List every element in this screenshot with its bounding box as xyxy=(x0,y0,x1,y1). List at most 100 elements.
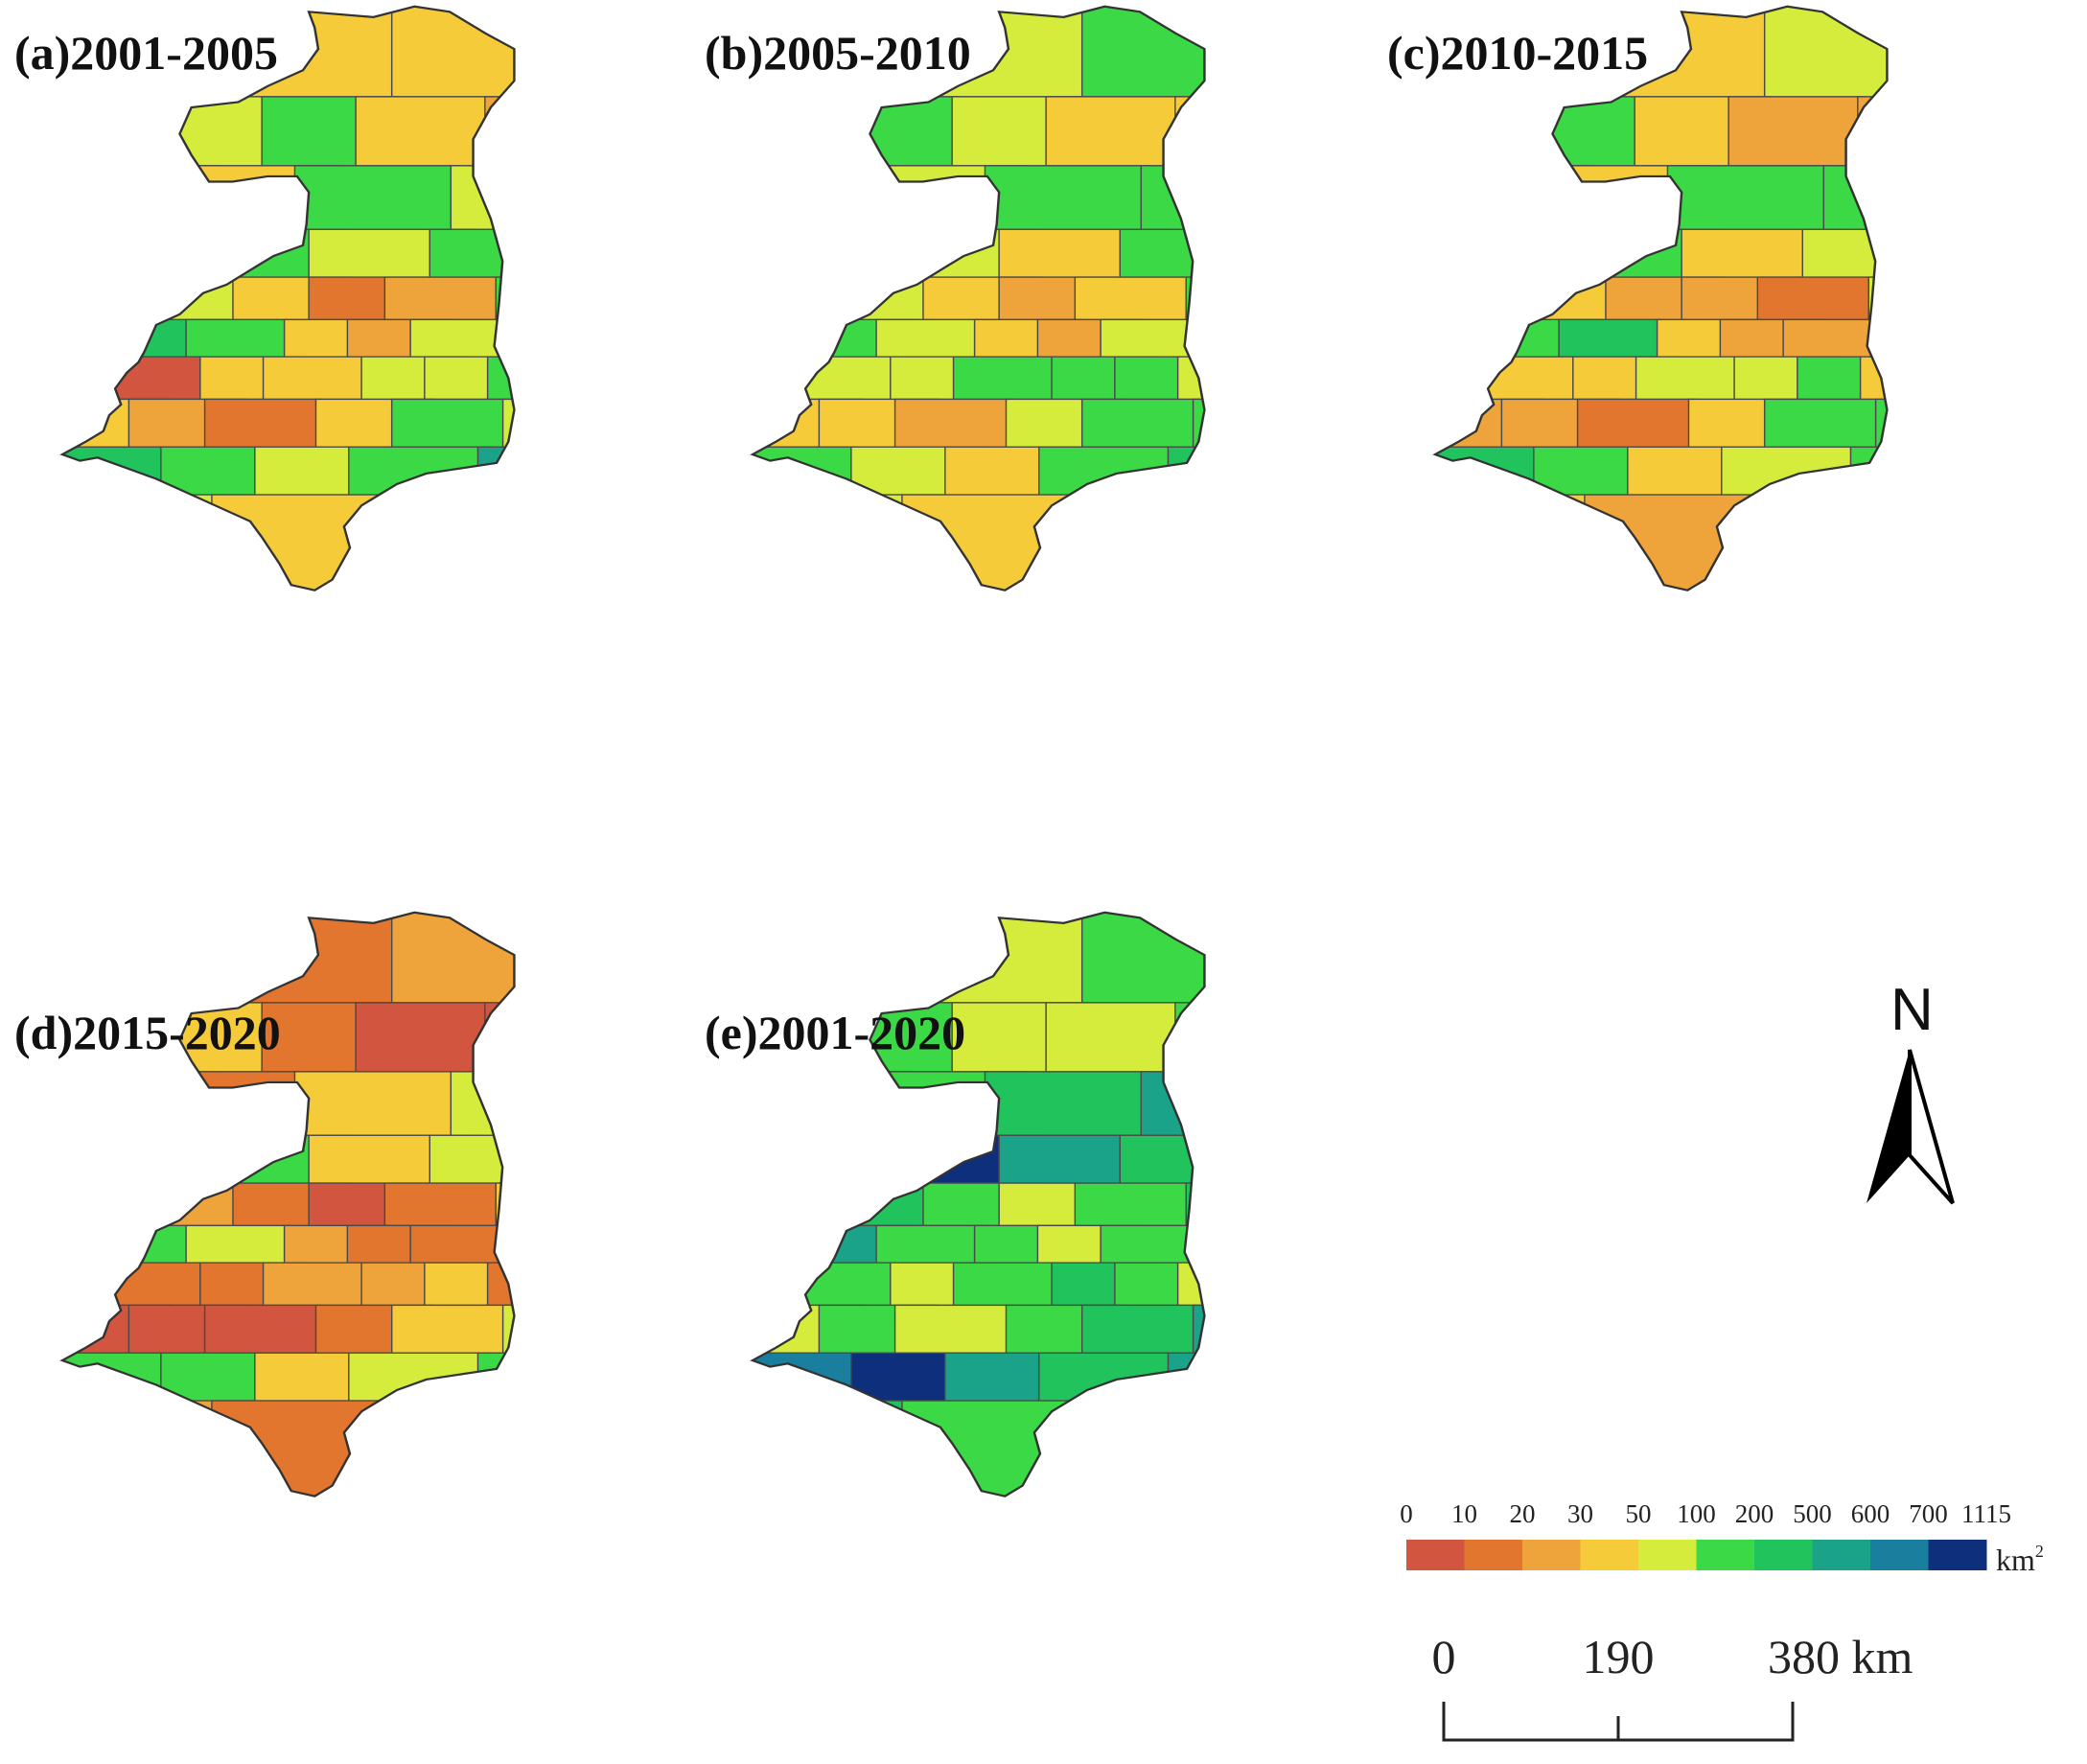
county-region xyxy=(1435,318,1504,358)
county-region xyxy=(409,1224,515,1264)
county-region xyxy=(262,1262,370,1307)
county-region xyxy=(1119,228,1205,278)
county-region xyxy=(753,446,859,496)
county-region xyxy=(1114,356,1205,401)
county-region xyxy=(1045,96,1183,167)
county-region xyxy=(893,1304,1014,1354)
county-region xyxy=(1435,494,1628,591)
province-outline xyxy=(59,5,516,592)
county-region xyxy=(390,912,515,1004)
county-region xyxy=(203,1304,324,1354)
county-region xyxy=(1167,1352,1205,1402)
county-region xyxy=(383,276,504,321)
legend-tick-label: 50 xyxy=(1626,1499,1652,1528)
scale-bar-label: 190 xyxy=(1583,1630,1655,1683)
county-region xyxy=(429,1134,515,1184)
county-region xyxy=(293,165,459,230)
county-region xyxy=(1174,1002,1205,1073)
county-region xyxy=(1192,1304,1205,1354)
county-region xyxy=(501,398,515,448)
scale-bar-label: 0 xyxy=(1432,1630,1456,1683)
legend-unit-superscript: 2 xyxy=(2035,1542,2044,1561)
legend-color-swatch xyxy=(1464,1540,1523,1570)
county-region xyxy=(1435,96,1549,167)
county-region xyxy=(1101,1400,1205,1497)
county-region xyxy=(507,318,515,358)
legend-color-swatch xyxy=(1754,1540,1813,1570)
county-region xyxy=(1822,165,1888,230)
county-region xyxy=(1174,96,1205,167)
county-region xyxy=(211,1400,421,1497)
county-region xyxy=(1728,96,1866,167)
county-region xyxy=(753,318,822,358)
county-region xyxy=(901,1400,1111,1497)
county-region xyxy=(62,1071,218,1136)
county-region xyxy=(185,1224,292,1264)
county-region xyxy=(1114,1262,1205,1307)
county-region xyxy=(450,1071,515,1136)
county-region xyxy=(450,165,515,230)
county-region xyxy=(383,1182,504,1227)
county-region xyxy=(1857,96,1888,167)
county-region xyxy=(411,1400,515,1497)
county-region xyxy=(1080,398,1201,448)
map-panel-d xyxy=(59,911,516,1497)
county-region xyxy=(1435,165,1590,230)
county-region xyxy=(893,398,1014,448)
county-region xyxy=(1435,276,1538,321)
province-outline xyxy=(750,5,1206,592)
county-region xyxy=(1880,318,1888,358)
county-region xyxy=(495,1182,515,1227)
county-region xyxy=(62,1182,165,1227)
county-region xyxy=(62,1400,255,1497)
county-region xyxy=(262,356,370,401)
county-region xyxy=(185,318,292,358)
legend-tick-label: 700 xyxy=(1909,1499,1948,1528)
county-region xyxy=(355,96,493,167)
county-region xyxy=(1038,1352,1176,1402)
county-region xyxy=(1140,165,1205,230)
legend-color-swatch xyxy=(1928,1540,1987,1570)
county-region xyxy=(62,494,255,591)
county-region xyxy=(1185,1182,1205,1227)
map-panel-a xyxy=(59,5,516,592)
county-region xyxy=(1666,165,1832,230)
county-region xyxy=(424,1262,515,1307)
county-region xyxy=(1784,494,1888,591)
map-panel-e xyxy=(750,911,1206,1497)
map-panel-b xyxy=(750,5,1206,592)
county-region xyxy=(62,276,165,321)
county-region xyxy=(484,96,515,167)
legend-tick-label: 20 xyxy=(1510,1499,1536,1528)
county-region xyxy=(1101,494,1205,591)
county-region xyxy=(486,1262,515,1307)
county-region xyxy=(1074,1182,1194,1227)
county-region xyxy=(1859,356,1888,401)
county-region xyxy=(984,165,1149,230)
county-region xyxy=(875,318,983,358)
county-region xyxy=(1100,318,1205,358)
county-region xyxy=(62,1352,169,1402)
legend: 0 10 20 30 50 100 200 500 600 700 1115 km2 xyxy=(1400,1499,2044,1577)
legend-tick-label: 1115 xyxy=(1961,1499,2011,1528)
county-region xyxy=(507,1224,515,1264)
province-outline xyxy=(750,911,1206,1497)
county-region xyxy=(1797,356,1888,401)
county-region xyxy=(753,1400,945,1497)
county-region xyxy=(1192,398,1205,448)
county-region xyxy=(1119,1134,1205,1184)
county-region xyxy=(390,398,511,448)
county-region xyxy=(476,1352,515,1402)
county-region xyxy=(390,6,515,98)
county-region xyxy=(753,1352,859,1402)
county-region xyxy=(1867,276,1888,321)
county-region xyxy=(1197,1224,1205,1264)
north-arrow-icon xyxy=(1867,1049,1955,1205)
legend-tick-label: 10 xyxy=(1451,1499,1477,1528)
scale-bar: 0 190 380 km xyxy=(1432,1630,1913,1742)
north-label: N xyxy=(1890,977,1934,1043)
county-region xyxy=(62,1134,197,1184)
county-region xyxy=(1801,228,1888,278)
county-region xyxy=(501,1304,515,1354)
